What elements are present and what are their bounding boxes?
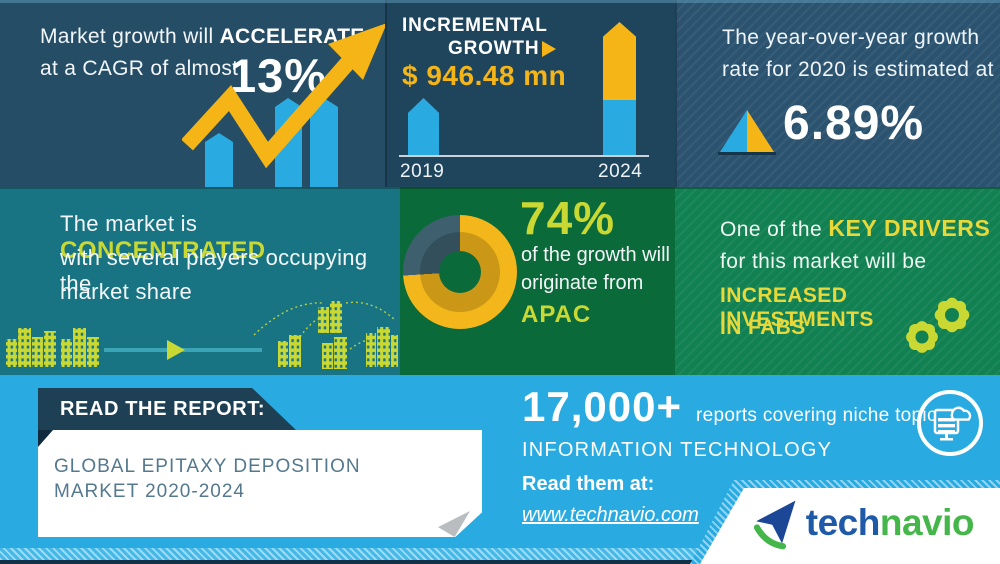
year-start-label: 2019 xyxy=(400,161,445,182)
bar-axis xyxy=(399,155,649,157)
keydrivers-line1: One of the KEY DRIVERS xyxy=(720,215,991,241)
ribbon-fold xyxy=(38,430,53,447)
apac-line1: of the growth will xyxy=(521,244,670,266)
keydrivers-line2: for this market will be xyxy=(720,250,927,273)
report-card: GLOBAL EPITAXY DEPOSITION MARKET 2020-20… xyxy=(38,430,482,537)
keydrivers-line4: IN FABS xyxy=(720,316,806,339)
growth-arrow-chart-icon xyxy=(182,23,385,187)
panel-yoy-growth: The year-over-year growth rate for 2020 … xyxy=(675,0,1000,187)
stats-block: 17,000+ reports covering niche topics IN… xyxy=(522,383,947,527)
yoy-line2: rate for 2020 is estimated at xyxy=(722,58,994,81)
triangle-base xyxy=(718,152,776,155)
apac-line2: originate from xyxy=(521,272,644,294)
diagonal-stripes xyxy=(677,0,1000,187)
diagonal-stripes xyxy=(675,189,1000,377)
technavio-url-link[interactable]: www.technavio.com xyxy=(522,504,699,526)
bar-2024 xyxy=(603,22,636,155)
donut-hole xyxy=(439,251,481,293)
concentrated-line3: market share xyxy=(60,279,192,304)
panel-cagr: Market growth will ACCELERATE at a CAGR … xyxy=(0,0,385,187)
category-label: INFORMATION TECHNOLOGY xyxy=(522,439,833,461)
panel-concentrated: The market is CONCENTRATED with several … xyxy=(0,187,400,377)
report-title: GLOBAL EPITAXY DEPOSITION MARKET 2020-20… xyxy=(54,456,361,502)
incremental-title: INCREMENTAL GROWTH xyxy=(402,14,557,60)
cagr-value: 13% xyxy=(230,49,328,102)
footer-navy-line xyxy=(0,560,1000,564)
cagr-line2: at a CAGR of almost xyxy=(40,57,239,80)
concentrated-line1: The market is CONCENTRATED xyxy=(60,211,266,264)
concentrated-line2: with several players occupying the xyxy=(60,245,368,296)
year-end-label: 2024 xyxy=(598,161,643,182)
read-them-label: Read them at: xyxy=(522,473,655,495)
reports-cloud-icon xyxy=(917,390,983,456)
apac-donut-chart xyxy=(403,215,517,329)
technavio-logo: technavio xyxy=(749,496,975,550)
panel-incremental-growth: INCREMENTAL GROWTH $ 946.48 mn 2019 2024 xyxy=(385,0,677,187)
technavio-logo-icon xyxy=(753,500,796,550)
incremental-value: $ 946.48 mn xyxy=(402,60,567,91)
technavio-wordmark: technavio xyxy=(805,502,975,543)
cityscape-players-icon xyxy=(6,301,398,369)
apac-value: 74% xyxy=(520,192,616,244)
logo-wedge: technavio xyxy=(700,488,1000,564)
gears-icon xyxy=(906,297,970,353)
keydrivers-line3: INCREASED INVESTMENTS xyxy=(720,284,874,331)
page-corner-fold xyxy=(438,511,470,537)
apac-region-label: APAC xyxy=(521,301,592,328)
reports-count: 17,000+ xyxy=(522,383,682,430)
bottom-section: READ THE REPORT: GLOBAL EPITAXY DEPOSITI… xyxy=(0,375,1000,564)
pointer-right-icon xyxy=(542,40,557,57)
yoy-line1: The year-over-year growth xyxy=(722,26,980,49)
panel-key-drivers: One of the KEY DRIVERS for this market w… xyxy=(675,187,1000,377)
reports-caption: reports covering niche topics xyxy=(696,405,947,426)
panel-apac-growth: 74% of the growth will originate from AP… xyxy=(400,187,675,377)
read-report-ribbon: READ THE REPORT: xyxy=(38,388,296,430)
cagr-line1: Market growth will ACCELERATE xyxy=(40,25,365,48)
bar-2019 xyxy=(408,98,439,155)
top-edge-divider xyxy=(0,0,1000,3)
yoy-value: 6.89% xyxy=(783,97,925,150)
